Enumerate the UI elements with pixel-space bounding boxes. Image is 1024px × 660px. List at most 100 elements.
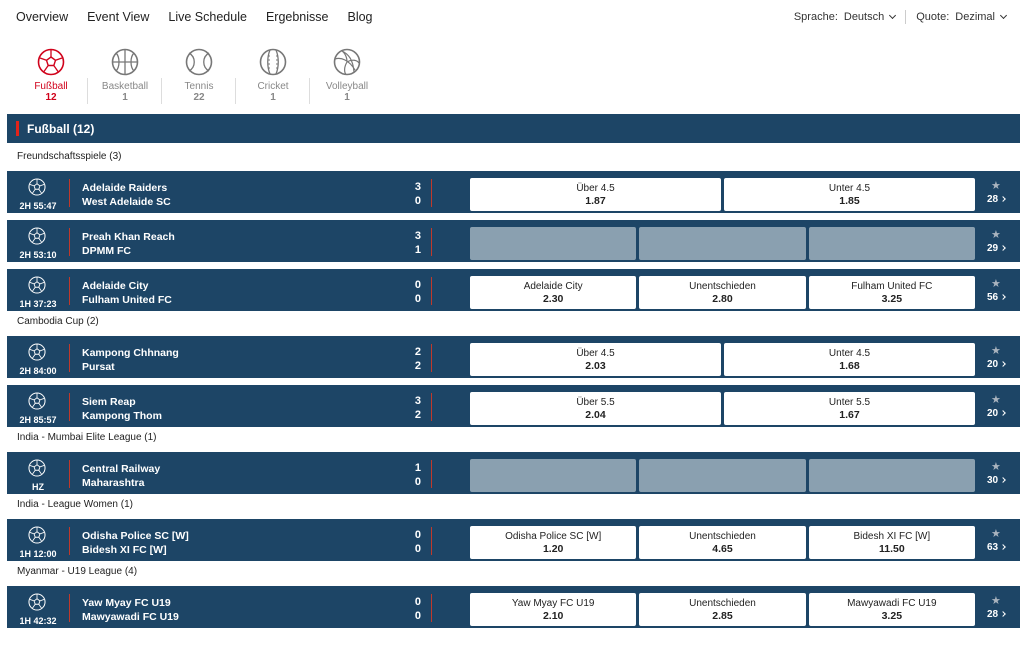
soccer-ball-icon bbox=[28, 343, 46, 361]
match-row[interactable]: 2H 53:10 Preah Khan Reach DPMM FC 3 1 ★ 29 bbox=[7, 220, 1020, 262]
odds-slot-locked bbox=[808, 459, 975, 492]
odds-button[interactable]: Über 5.5 2.04 bbox=[470, 392, 721, 425]
match-row[interactable]: 2H 85:57 Siem Reap Kampong Thom 3 2 Über 5.5 2… bbox=[7, 385, 1020, 427]
odds-label: Über 4.5 bbox=[576, 183, 615, 194]
odds-button[interactable]: Mawyawadi FC U19 3.25 bbox=[808, 593, 975, 626]
favorite-star-icon[interactable]: ★ bbox=[991, 461, 1001, 473]
odds-button[interactable]: Unter 4.5 1.85 bbox=[724, 178, 975, 211]
away-team[interactable]: Kampong Thom bbox=[82, 410, 162, 422]
sport-tab-basketball[interactable]: Basketball 1 bbox=[88, 48, 162, 104]
more-markets-link[interactable]: 56 bbox=[987, 292, 1006, 303]
home-team[interactable]: Siem Reap bbox=[82, 396, 136, 408]
odds-button[interactable]: Unentschieden 4.65 bbox=[639, 526, 806, 559]
odds-button[interactable]: Fulham United FC 3.25 bbox=[808, 276, 975, 309]
odds-button[interactable]: Unentschieden 2.80 bbox=[639, 276, 806, 309]
match-clock: HZ bbox=[32, 482, 44, 492]
odds-button[interactable]: Unentschieden 2.85 bbox=[639, 593, 806, 626]
odds-button[interactable]: Adelaide City 2.30 bbox=[470, 276, 637, 309]
home-score: 3 bbox=[414, 395, 421, 407]
divider bbox=[69, 179, 70, 207]
chevron-down-icon bbox=[889, 11, 897, 20]
odds-value: 3.25 bbox=[881, 293, 903, 305]
divider bbox=[431, 228, 432, 256]
odds-value: 2.03 bbox=[585, 360, 606, 372]
nav-link-ergebnisse[interactable]: Ergebnisse bbox=[265, 10, 329, 24]
favorite-star-icon[interactable]: ★ bbox=[991, 345, 1001, 357]
odds-button[interactable]: Über 4.5 2.03 bbox=[470, 343, 721, 376]
language-select[interactable]: Deutsch bbox=[844, 11, 897, 23]
match-row[interactable]: 2H 55:47 Adelaide Raiders West Adelaide SC… bbox=[7, 171, 1020, 213]
odds-button[interactable]: Über 4.5 1.87 bbox=[470, 178, 721, 211]
away-team[interactable]: Maharashtra bbox=[82, 477, 145, 489]
nav-link-blog[interactable]: Blog bbox=[347, 10, 373, 24]
odds-label: Unentschieden bbox=[689, 281, 756, 292]
away-team[interactable]: Mawyawadi FC U19 bbox=[82, 611, 179, 623]
chevron-right-icon bbox=[1000, 544, 1006, 550]
odds-label: Unter 5.5 bbox=[828, 397, 871, 408]
odds-button[interactable]: Yaw Myay FC U19 2.10 bbox=[470, 593, 637, 626]
odds-value: 1.85 bbox=[839, 195, 860, 207]
more-markets-link[interactable]: 20 bbox=[987, 408, 1006, 419]
away-score: 0 bbox=[414, 195, 421, 207]
match-row[interactable]: HZ Central Railway Maharashtra 1 0 ★ 30 bbox=[7, 452, 1020, 494]
home-score: 1 bbox=[414, 462, 421, 474]
more-markets-link[interactable]: 28 bbox=[987, 194, 1006, 205]
more-markets-link[interactable]: 63 bbox=[987, 542, 1006, 553]
sport-tab-label: Volleyball bbox=[325, 81, 369, 92]
odds-button[interactable]: Odisha Police SC [W] 1.20 bbox=[470, 526, 637, 559]
chevron-right-icon bbox=[1000, 611, 1006, 617]
home-team[interactable]: Central Railway bbox=[82, 463, 161, 475]
nav-link-overview[interactable]: Overview bbox=[16, 10, 69, 24]
away-team[interactable]: Fulham United FC bbox=[82, 294, 172, 306]
odds-button[interactable]: Unter 5.5 1.67 bbox=[724, 392, 975, 425]
home-score: 0 bbox=[414, 596, 421, 608]
away-team[interactable]: Bidesh XI FC [W] bbox=[82, 544, 167, 556]
sport-tab-fussball[interactable]: Fußball 12 bbox=[14, 48, 88, 104]
home-team[interactable]: Preah Khan Reach bbox=[82, 231, 175, 243]
more-markets-count: 63 bbox=[987, 542, 999, 553]
soccer-ball-icon bbox=[28, 593, 46, 611]
home-team[interactable]: Odisha Police SC [W] bbox=[82, 530, 189, 542]
favorite-star-icon[interactable]: ★ bbox=[991, 278, 1001, 290]
section-title: Fußball (12) bbox=[27, 121, 95, 136]
favorite-star-icon[interactable]: ★ bbox=[991, 595, 1001, 607]
nav-link-live-schedule[interactable]: Live Schedule bbox=[168, 10, 247, 24]
home-team[interactable]: Adelaide City bbox=[82, 280, 149, 292]
soccer-ball-icon bbox=[28, 459, 46, 477]
away-team[interactable]: Pursat bbox=[82, 361, 115, 373]
match-clock: 1H 42:32 bbox=[19, 616, 57, 626]
match-row[interactable]: 2H 84:00 Kampong Chhnang Pursat 2 2 Über 4.5 2… bbox=[7, 336, 1020, 378]
divider bbox=[431, 179, 432, 207]
match-clock: 1H 12:00 bbox=[19, 549, 57, 559]
soccer-ball-icon bbox=[28, 392, 46, 410]
more-markets-link[interactable]: 30 bbox=[987, 475, 1006, 486]
odds-format-select[interactable]: Dezimal bbox=[955, 11, 1008, 23]
match-row[interactable]: 1H 42:32 Yaw Myay FC U19 Mawyawadi FC U19 0… bbox=[7, 586, 1020, 628]
sport-tab-count: 1 bbox=[270, 92, 276, 103]
match-row[interactable]: 1H 37:23 Adelaide City Fulham United FC 0 0 A… bbox=[7, 269, 1020, 311]
match-row[interactable]: 1H 12:00 Odisha Police SC [W] Bidesh XI FC… bbox=[7, 519, 1020, 561]
divider bbox=[431, 460, 432, 488]
sport-tab-label: Tennis bbox=[184, 81, 214, 92]
more-markets-link[interactable]: 20 bbox=[987, 359, 1006, 370]
favorite-star-icon[interactable]: ★ bbox=[991, 528, 1001, 540]
sport-tab-volleyball[interactable]: Volleyball 1 bbox=[310, 48, 384, 103]
sport-tab-tennis[interactable]: Tennis 22 bbox=[162, 48, 236, 104]
away-team[interactable]: DPMM FC bbox=[82, 245, 131, 257]
sport-tab-cricket[interactable]: Cricket 1 bbox=[236, 48, 310, 104]
home-team[interactable]: Yaw Myay FC U19 bbox=[82, 597, 171, 609]
away-team[interactable]: West Adelaide SC bbox=[82, 196, 171, 208]
home-team[interactable]: Adelaide Raiders bbox=[82, 182, 168, 194]
favorite-star-icon[interactable]: ★ bbox=[991, 394, 1001, 406]
more-markets-link[interactable]: 28 bbox=[987, 609, 1006, 620]
top-navigation: Overview Event View Live Schedule Ergebn… bbox=[0, 0, 1024, 36]
match-clock: 1H 37:23 bbox=[19, 299, 57, 309]
favorite-star-icon[interactable]: ★ bbox=[991, 180, 1001, 192]
odds-button[interactable]: Bidesh XI FC [W] 11.50 bbox=[808, 526, 975, 559]
nav-link-event-view[interactable]: Event View bbox=[87, 10, 150, 24]
odds-button[interactable]: Unter 4.5 1.68 bbox=[724, 343, 975, 376]
home-team[interactable]: Kampong Chhnang bbox=[82, 347, 179, 359]
favorite-star-icon[interactable]: ★ bbox=[991, 229, 1001, 241]
divider bbox=[69, 527, 70, 555]
more-markets-link[interactable]: 29 bbox=[987, 243, 1006, 254]
